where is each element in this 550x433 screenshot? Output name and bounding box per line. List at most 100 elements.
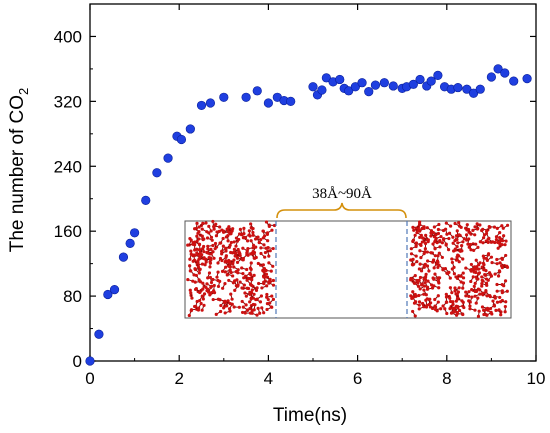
oxygen-atom	[477, 263, 481, 267]
oxygen-atom	[461, 240, 465, 244]
oxygen-atom	[422, 264, 426, 268]
oxygen-atom	[498, 300, 503, 304]
oxygen-atom	[234, 269, 238, 274]
oxygen-atom	[270, 228, 274, 232]
oxygen-atom	[426, 259, 430, 263]
oxygen-atom	[500, 224, 504, 228]
oxygen-atom	[249, 296, 253, 301]
oxygen-atom	[452, 272, 456, 276]
oxygen-atom	[454, 275, 458, 279]
oxygen-atom	[198, 290, 202, 295]
oxygen-atom	[228, 302, 232, 306]
oxygen-atom	[477, 309, 481, 313]
oxygen-atom	[418, 223, 422, 227]
oxygen-atom	[483, 272, 487, 277]
oxygen-atom	[243, 311, 247, 315]
oxygen-atom	[489, 310, 493, 314]
data-point	[94, 329, 104, 339]
oxygen-atom	[210, 238, 214, 242]
oxygen-atom	[487, 236, 491, 240]
oxygen-atom	[194, 273, 199, 278]
oxygen-atom	[482, 268, 486, 272]
oxygen-atom	[201, 221, 205, 225]
oxygen-atom	[424, 272, 428, 276]
oxygen-atom	[216, 261, 220, 265]
oxygen-atom	[454, 313, 459, 317]
oxygen-atom	[226, 239, 230, 243]
oxygen-atom	[207, 271, 212, 275]
data-point	[357, 78, 367, 88]
oxygen-atom	[425, 303, 429, 307]
data-point	[317, 85, 327, 95]
oxygen-atom	[271, 297, 276, 301]
x-tick-label: 2	[174, 369, 183, 388]
oxygen-atom	[474, 242, 478, 246]
oxygen-atom	[217, 229, 221, 233]
oxygen-atom	[495, 262, 499, 266]
oxygen-atom	[224, 246, 228, 251]
oxygen-atom	[266, 297, 270, 302]
oxygen-atom	[454, 292, 458, 296]
oxygen-atom	[416, 284, 421, 288]
oxygen-atom	[263, 250, 268, 255]
oxygen-atom	[475, 265, 479, 269]
oxygen-atom	[471, 267, 476, 271]
oxygen-atom	[484, 232, 489, 236]
oxygen-atom	[473, 225, 477, 229]
oxygen-atom	[215, 275, 219, 279]
oxygen-atom	[421, 301, 425, 306]
oxygen-atom	[195, 299, 199, 304]
oxygen-atom	[240, 310, 245, 315]
oxygen-atom	[425, 226, 429, 230]
oxygen-atom	[252, 256, 256, 260]
oxygen-atom	[460, 299, 464, 303]
oxygen-atom	[418, 275, 423, 280]
oxygen-atom	[189, 249, 193, 253]
oxygen-atom	[443, 266, 448, 271]
oxygen-atom	[224, 265, 228, 269]
oxygen-atom	[258, 311, 262, 315]
oxygen-atom	[206, 247, 210, 251]
oxygen-atom	[195, 234, 199, 238]
oxygen-atom	[197, 242, 202, 247]
oxygen-atom	[467, 299, 471, 303]
oxygen-atom	[498, 231, 502, 235]
oxygen-atom	[418, 242, 422, 247]
oxygen-atom	[480, 305, 485, 309]
oxygen-atom	[232, 250, 236, 254]
oxygen-atom	[433, 297, 437, 302]
oxygen-atom	[268, 277, 272, 281]
x-tick-label: 8	[442, 369, 451, 388]
oxygen-atom	[197, 225, 201, 229]
oxygen-atom	[240, 232, 244, 236]
oxygen-atom	[206, 244, 210, 248]
oxygen-atom	[232, 305, 236, 309]
x-axis-ticks: 0 2 4 6 8 10	[85, 4, 545, 388]
oxygen-atom	[196, 306, 201, 310]
oxygen-atom	[219, 309, 223, 314]
oxygen-atom	[481, 254, 485, 258]
oxygen-atom	[262, 280, 266, 284]
oxygen-atom	[505, 289, 509, 293]
oxygen-atom	[500, 256, 504, 261]
oxygen-atom	[259, 251, 263, 256]
oxygen-atom	[411, 225, 415, 229]
oxygen-atom	[461, 271, 465, 275]
oxygen-atom	[420, 282, 424, 286]
oxygen-atom	[265, 231, 270, 235]
oxygen-atom	[457, 260, 461, 264]
oxygen-atom	[255, 297, 259, 301]
oxygen-atom	[443, 307, 447, 311]
oxygen-atom	[200, 262, 205, 266]
oxygen-atom	[470, 295, 474, 299]
oxygen-atom	[492, 304, 497, 308]
oxygen-atom	[465, 223, 469, 227]
oxygen-atom	[266, 246, 270, 250]
oxygen-atom	[441, 267, 445, 271]
oxygen-atom	[422, 292, 426, 296]
oxygen-atom	[481, 279, 485, 283]
oxygen-atom	[471, 275, 475, 279]
oxygen-atom	[485, 306, 490, 310]
oxygen-atom	[238, 280, 242, 284]
oxygen-atom	[420, 226, 424, 230]
